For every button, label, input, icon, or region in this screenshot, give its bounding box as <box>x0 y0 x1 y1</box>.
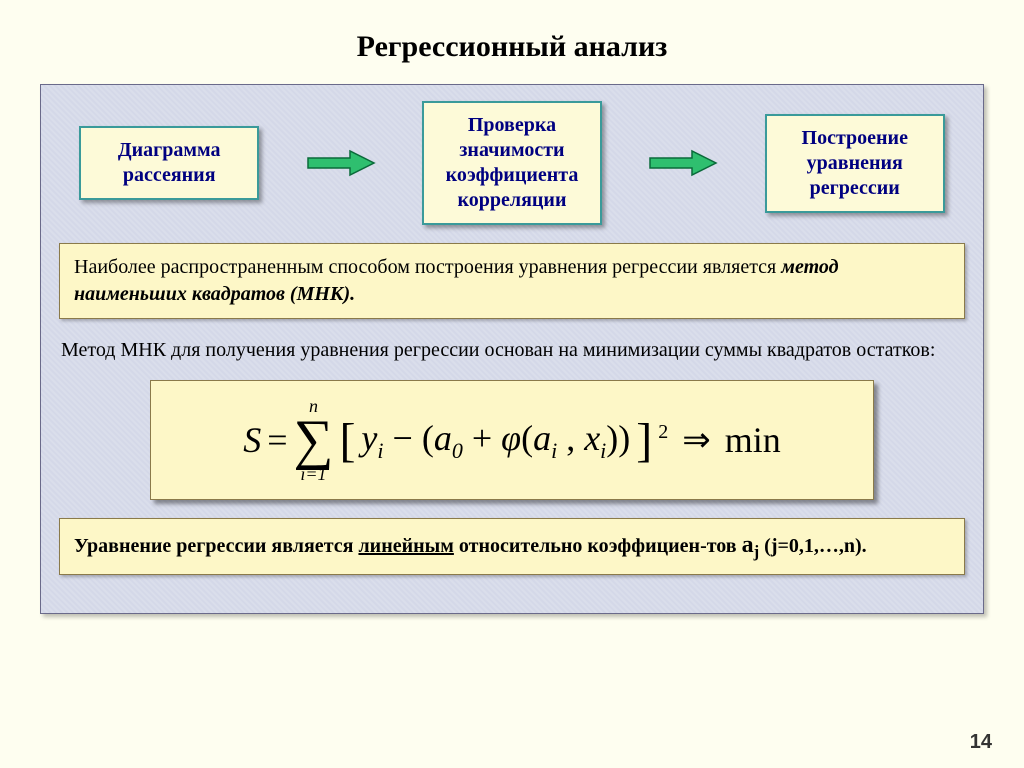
info2-c: относительно коэффициен-тов <box>454 535 742 557</box>
info-box-mnk: Наиболее распространенным способом постр… <box>59 243 965 319</box>
f-S: S <box>243 419 261 461</box>
f-sumbot: i=1 <box>300 465 326 483</box>
f-yi: y <box>361 418 377 458</box>
double-arrow-icon: ⇒ <box>682 420 711 460</box>
f-yi-sub: i <box>377 438 383 463</box>
flow-row: Диаграммарассеяния Проверказначимостикоэ… <box>59 101 965 225</box>
f-sup2: 2 <box>658 421 668 444</box>
f-lbr: [ <box>339 413 355 468</box>
plain-text: Метод МНК для получения уравнения регрес… <box>59 333 965 374</box>
flow-box-correlation: Проверказначимостикоэффициентакорреляции <box>422 101 602 225</box>
page-title: Регрессионный анализ <box>40 30 984 64</box>
f-phi: φ <box>501 418 521 458</box>
f-ai: a <box>533 418 551 458</box>
f-min: min <box>725 419 781 461</box>
f-pclose: )) <box>606 418 630 458</box>
formula: S = n ∑ i=1 [ yi − (a0 + φ(ai , xi)) ] 2… <box>243 397 781 483</box>
info2-b: линейным <box>358 535 453 557</box>
arrow-icon <box>306 149 376 177</box>
f-rbr: ] <box>636 413 652 468</box>
f-popen: ( <box>521 418 533 458</box>
flow-box-scatter: Диаграммарассеяния <box>79 126 259 200</box>
f-xi: x <box>584 418 600 458</box>
page-number: 14 <box>970 731 992 754</box>
f-minus: − ( <box>393 418 434 458</box>
info2-a: Уравнение регрессии является <box>74 535 358 557</box>
flow-box-regression: Построениеуравнениярегрессии <box>765 114 945 213</box>
f-a0-sub: 0 <box>452 438 463 463</box>
f-comma: , <box>557 418 584 458</box>
info-box-linear: Уравнение регрессии является линейным от… <box>59 518 965 575</box>
info1-text-a: Наиболее распространенным способом постр… <box>74 256 781 278</box>
f-plus: + <box>472 418 501 458</box>
info2-f: (j=0,1,…,n). <box>759 535 867 557</box>
sigma-icon: n ∑ i=1 <box>294 397 334 483</box>
info2-d: a <box>742 532 754 558</box>
f-sigma: ∑ <box>294 415 334 465</box>
arrow-icon <box>648 149 718 177</box>
f-eq: = <box>267 419 287 461</box>
main-panel: Диаграммарассеяния Проверказначимостикоэ… <box>40 84 984 614</box>
f-a0: a <box>434 418 452 458</box>
formula-box: S = n ∑ i=1 [ yi − (a0 + φ(ai , xi)) ] 2… <box>150 380 875 500</box>
